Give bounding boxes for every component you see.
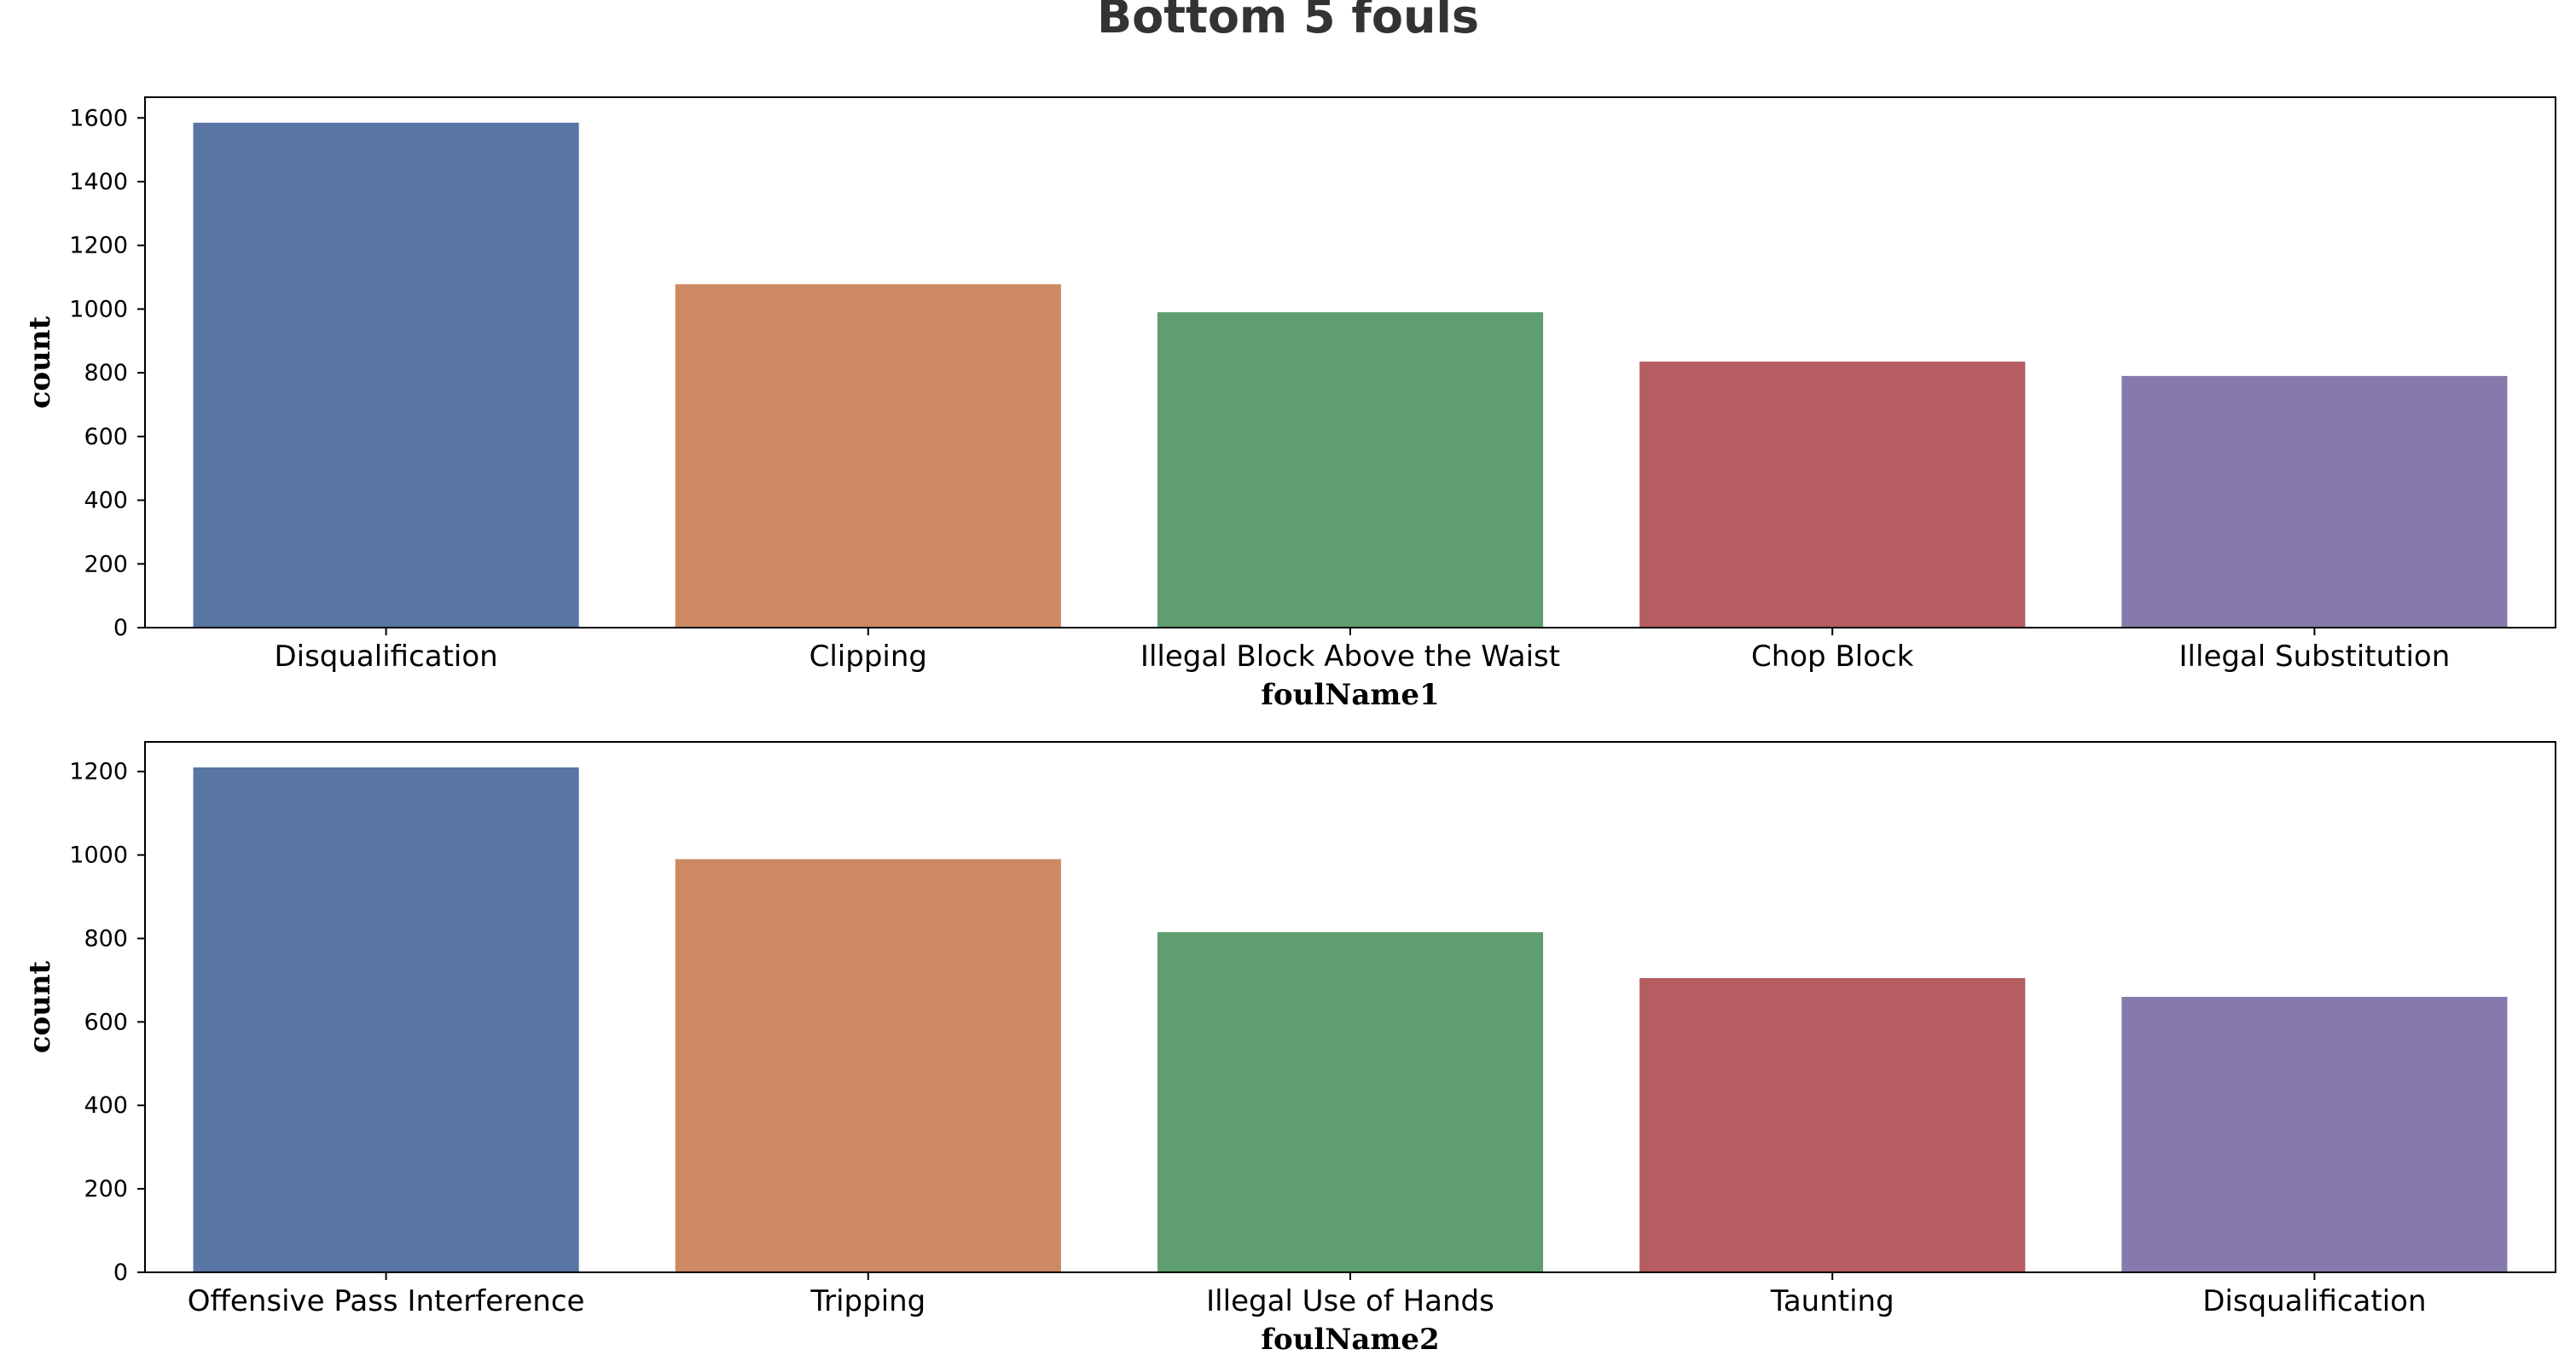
x-tick-label: Disqualification: [274, 640, 497, 674]
y-tick-label: 1400: [69, 169, 128, 195]
y-axis-label: count: [23, 960, 57, 1053]
x-axis-label: foulName2: [1261, 1323, 1439, 1357]
chart-title: Bottom 5 fouls: [1097, 0, 1479, 43]
chart-panel-top: 0 200 400 600 800 1000 1200 1400 1600 Disqualific…: [23, 96, 2556, 712]
y-tick-label: 400: [84, 488, 128, 514]
chart-panel-bottom: 0 200 400 600 800 1000 1200 Offensive Pass Inte…: [23, 741, 2556, 1357]
y-tick-label: 0: [113, 1260, 128, 1286]
bar-tripping: [675, 859, 1061, 1272]
x-tick-label: Taunting: [1770, 1284, 1894, 1318]
y-tick-label: 400: [84, 1092, 128, 1119]
bar-illegal-use-of-hands: [1157, 932, 1544, 1272]
y-tick-label: 1200: [69, 233, 128, 259]
y-axis-label: count: [23, 316, 57, 408]
x-tick-label: Illegal Use of Hands: [1206, 1284, 1494, 1318]
bar-disqualification: [193, 122, 579, 628]
y-tick-label: 0: [113, 615, 128, 641]
y-tick-label: 1600: [69, 105, 128, 131]
x-tick-label: Illegal Block Above the Waist: [1140, 640, 1560, 674]
x-tick-label: Clipping: [809, 640, 927, 674]
y-tick-label: 1200: [69, 759, 128, 785]
bar-chop-block: [1639, 362, 2026, 628]
y-tick-label: 600: [84, 1009, 128, 1035]
y-tick-label: 200: [84, 1176, 128, 1202]
x-axis-label: foulName1: [1261, 678, 1439, 712]
bar-taunting: [1639, 977, 2026, 1272]
x-tick-label: Chop Block: [1751, 640, 1914, 674]
y-tick-label: 800: [84, 360, 128, 386]
y-tick-label: 200: [84, 551, 128, 577]
x-tick-label: Illegal Substitution: [2179, 640, 2451, 674]
bar-disqualification: [2121, 997, 2508, 1272]
x-tick-label: Tripping: [809, 1284, 925, 1318]
y-tick-label: 1000: [69, 296, 128, 322]
y-tick-label: 1000: [69, 843, 128, 869]
bar-illegal-block-above-the-waist: [1157, 312, 1544, 628]
x-tick-label: Disqualification: [2202, 1284, 2426, 1318]
bar-offensive-pass-interference: [193, 767, 579, 1272]
bar-illegal-substitution: [2121, 375, 2508, 628]
y-tick-label: 600: [84, 424, 128, 450]
bar-clipping: [675, 284, 1061, 628]
y-tick-label: 800: [84, 925, 128, 952]
x-tick-label: Offensive Pass Interference: [188, 1284, 585, 1318]
